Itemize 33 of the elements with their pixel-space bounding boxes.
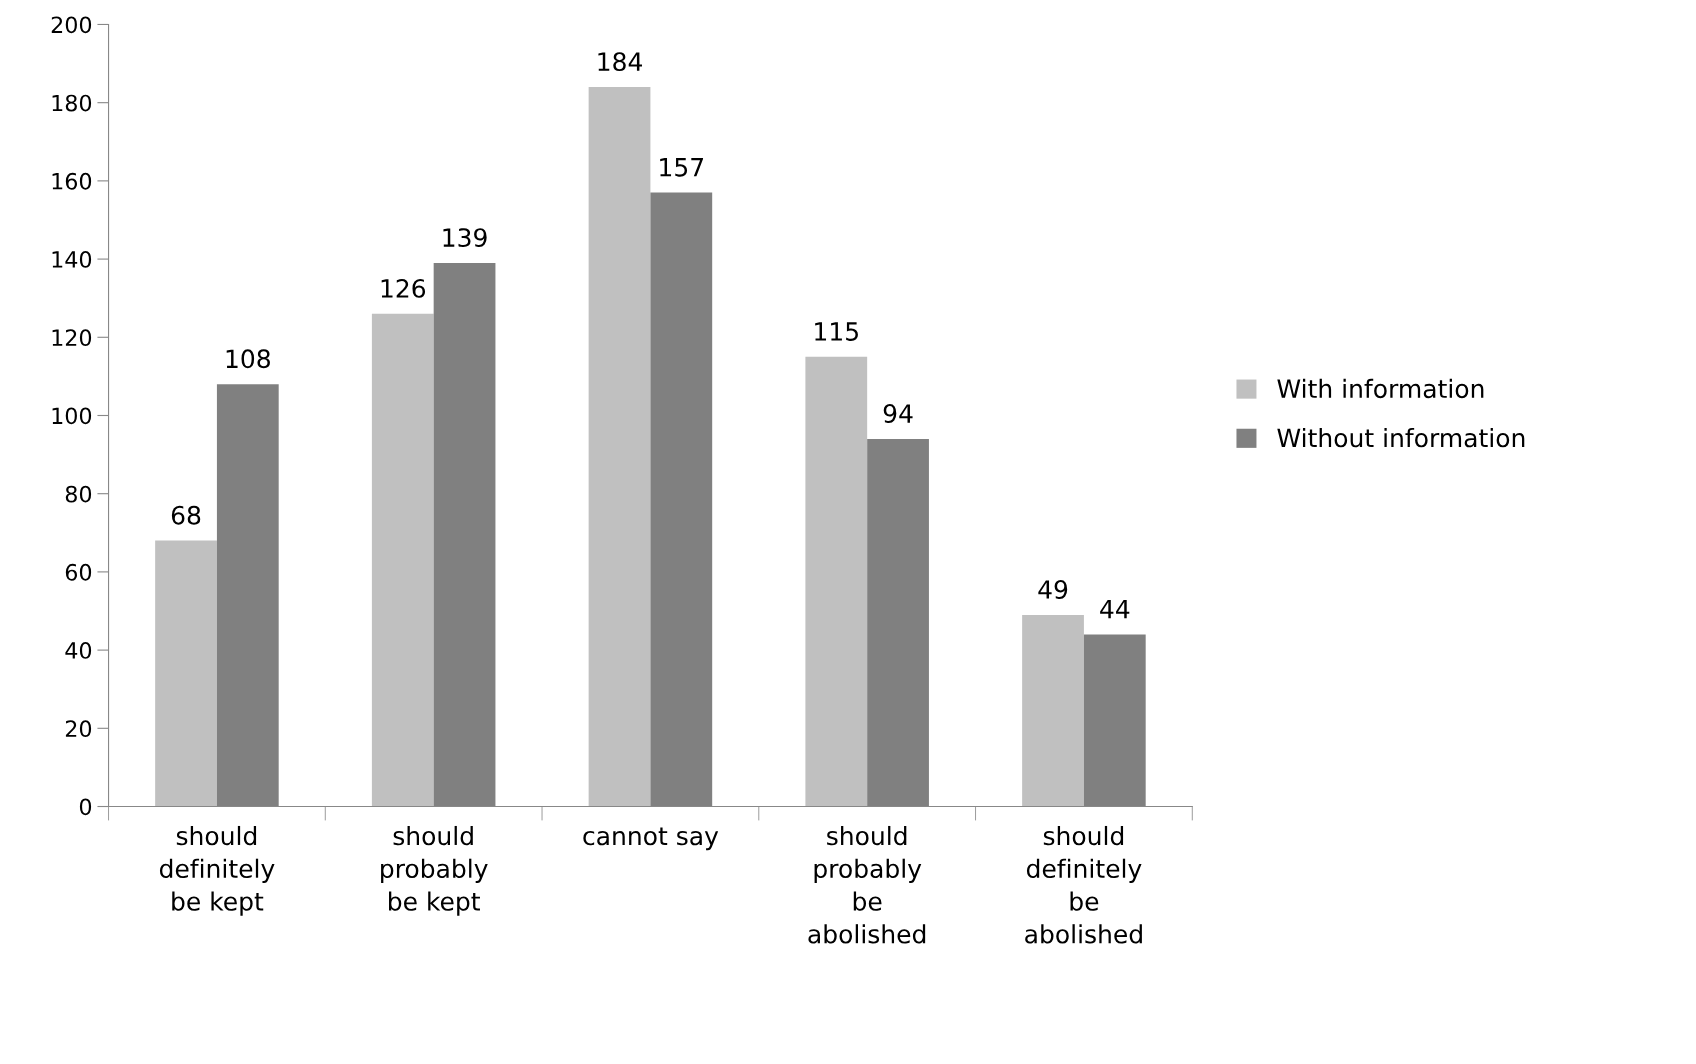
data-label: 68 — [171, 505, 201, 525]
y-tick-label: 200 — [51, 16, 92, 34]
data-label: 157 — [660, 158, 704, 177]
y-tick-label: 120 — [52, 329, 92, 347]
legend-label: With information — [1277, 378, 1484, 399]
data-label: 94 — [883, 404, 913, 423]
y-tick-label: 140 — [52, 251, 92, 268]
x-tick-label: should probably be kept — [381, 825, 488, 916]
bar — [155, 540, 217, 807]
y-tick-label: 180 — [52, 94, 92, 112]
data-label: 108 — [226, 349, 270, 369]
data-label: 184 — [598, 52, 642, 72]
x-tick-label: should probably be abolished — [808, 825, 926, 944]
bar — [1022, 614, 1084, 807]
data-label: 126 — [381, 278, 426, 298]
x-tick-label: should definitely be abolished — [1025, 825, 1142, 944]
y-tick-label: 160 — [52, 172, 92, 190]
y-tick-label: 20 — [65, 720, 92, 738]
x-tick-label: cannot say — [583, 827, 719, 851]
data-label: 115 — [815, 322, 858, 341]
data-label: 49 — [1038, 580, 1068, 599]
bar — [805, 356, 868, 807]
y-tick-label: 0 — [79, 798, 92, 816]
y-tick-label: 40 — [65, 642, 92, 659]
bar — [371, 313, 434, 807]
data-label: 139 — [443, 228, 487, 248]
bar — [588, 87, 651, 807]
data-label: 44 — [1100, 599, 1130, 619]
y-tick-label: 80 — [65, 485, 92, 503]
legend-label: Without information — [1277, 427, 1525, 448]
x-tick-label: should definitely be kept — [159, 825, 275, 916]
y-tick-label: 100 — [52, 407, 92, 425]
y-tick-label: 60 — [65, 563, 92, 581]
